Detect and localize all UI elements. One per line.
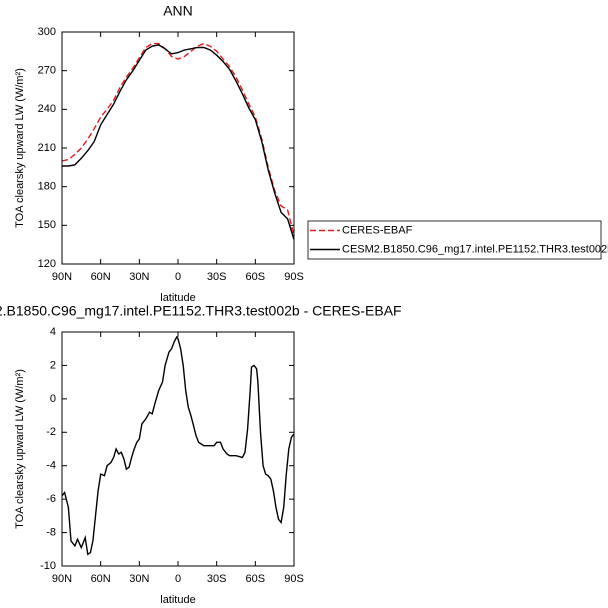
y-tick-label: 4 <box>50 326 56 338</box>
y-tick-label: 240 <box>38 103 56 115</box>
x-tick-label: 60S <box>246 573 266 585</box>
x-axis-label: latitude <box>160 594 195 606</box>
data-line <box>61 42 295 236</box>
legend-label: CERES-EBAF <box>342 224 413 236</box>
y-tick-label: 150 <box>38 219 56 231</box>
x-tick-label: 30S <box>207 573 227 585</box>
x-tick-label: 30N <box>129 573 149 585</box>
y-tick-label: -10 <box>40 560 56 572</box>
x-tick-label: 90S <box>284 271 304 283</box>
data-line <box>61 335 295 556</box>
y-tick-label: 270 <box>38 65 56 77</box>
x-tick-label: 0 <box>175 271 181 283</box>
x-tick-label: 60N <box>91 573 111 585</box>
x-tick-label: 30S <box>207 271 227 283</box>
legend-label: CESM2.B1850.C96_mg17.intel.PE1152.THR3.t… <box>342 243 608 255</box>
x-tick-label: 30N <box>129 271 149 283</box>
y-tick-label: 210 <box>38 142 56 154</box>
y-tick-label: 2 <box>50 359 56 371</box>
y-tick-label: 180 <box>38 181 56 193</box>
y-tick-label: 0 <box>50 393 56 405</box>
y-axis-label: TOA clearsky upward LW (W/m²) <box>14 369 26 529</box>
y-tick-label: -4 <box>46 460 56 472</box>
data-line <box>62 44 295 240</box>
chart-title: ANN <box>163 3 193 19</box>
x-tick-label: 60N <box>91 271 111 283</box>
chart-title: CESM2.B1850.C96_mg17.intel.PE1152.THR3.t… <box>0 303 402 319</box>
x-tick-label: 90S <box>284 573 304 585</box>
x-axis-label: latitude <box>160 292 195 304</box>
y-tick-label: -2 <box>46 426 56 438</box>
x-tick-label: 60S <box>246 271 266 283</box>
y-tick-label: 300 <box>38 26 56 38</box>
x-tick-label: 90N <box>52 573 72 585</box>
x-tick-label: 0 <box>175 573 181 585</box>
legend-box <box>307 220 602 260</box>
y-tick-label: -8 <box>46 526 56 538</box>
y-tick-label: -6 <box>46 493 56 505</box>
y-tick-label: 120 <box>38 258 56 270</box>
plot-frame <box>61 331 295 567</box>
x-tick-label: 90N <box>52 271 72 283</box>
y-axis-label: TOA clearsky upward LW (W/m²) <box>14 68 26 228</box>
plot-frame <box>61 31 295 265</box>
